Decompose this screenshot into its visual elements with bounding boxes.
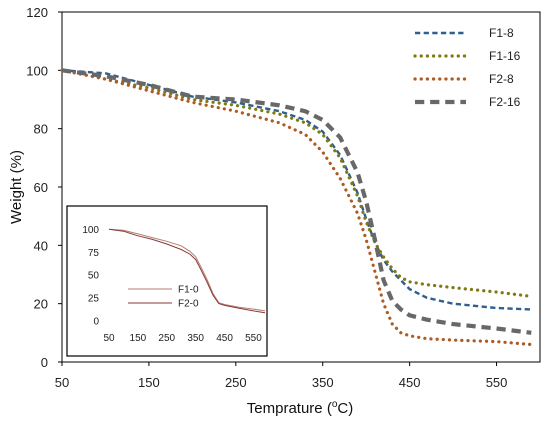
inset-legend: F1-0 F2-0 xyxy=(128,285,199,310)
x-tick-label: 350 xyxy=(312,375,334,390)
inset-y-tick-label: 25 xyxy=(88,294,100,305)
legend-label-f1-16: F1-16 xyxy=(489,49,521,63)
inset-y-axis: 0 25 50 75 100 xyxy=(82,225,99,328)
inset-legend-label-f2-0: F2-0 xyxy=(178,299,199,310)
x-tick-label: 150 xyxy=(138,375,160,390)
inset-y-tick-label: 75 xyxy=(88,248,100,259)
x-tick-label: 50 xyxy=(55,375,69,390)
inset-x-tick-label: 150 xyxy=(130,333,147,344)
y-tick-label: 20 xyxy=(34,297,48,312)
inset-x-tick-label: 550 xyxy=(245,333,262,344)
inset-x-axis: 50 150 250 350 450 550 xyxy=(103,333,262,344)
x-axis-title-text: Temprature ( xyxy=(247,400,332,417)
inset-series-line-f1-0 xyxy=(108,228,266,312)
series-line-f1-16 xyxy=(60,68,533,298)
main-x-axis: 50 150 250 350 450 550 xyxy=(55,362,508,390)
x-axis-title: Temprature (oC) xyxy=(247,399,353,417)
series-line-f2-16 xyxy=(61,68,532,335)
series-line-f2-8 xyxy=(60,68,533,347)
inset-series-group xyxy=(108,228,266,314)
y-tick-label: 40 xyxy=(34,238,48,253)
x-axis-title-sup: o xyxy=(332,399,338,410)
y-tick-label: 120 xyxy=(26,5,48,20)
y-tick-label: 60 xyxy=(34,180,48,195)
main-legend: F1-8 F1-16 F2-8 F2-16 xyxy=(413,26,521,109)
main-series-group xyxy=(60,68,533,347)
inset-y-tick-label: 0 xyxy=(93,317,99,328)
legend-label-f1-8: F1-8 xyxy=(489,26,514,40)
inset-frame xyxy=(66,205,268,357)
inset-x-tick-label: 350 xyxy=(187,333,204,344)
y-tick-label: 80 xyxy=(34,122,48,137)
x-tick-label: 250 xyxy=(225,375,247,390)
inset-x-tick-label: 250 xyxy=(158,333,175,344)
inset-y-tick-label: 100 xyxy=(82,225,99,236)
inset-legend-label-f1-0: F1-0 xyxy=(178,285,199,296)
inset-series-line-f2-0 xyxy=(108,228,266,314)
inset-x-tick-label: 50 xyxy=(103,333,115,344)
legend-label-f2-16: F2-16 xyxy=(489,95,521,109)
x-axis-title-tail: C) xyxy=(337,400,353,417)
y-tick-label: 0 xyxy=(41,355,48,370)
main-y-axis: 0 20 40 60 80 100 120 xyxy=(26,5,62,370)
x-tick-label: 450 xyxy=(399,375,421,390)
x-tick-label: 550 xyxy=(486,375,508,390)
inset-y-tick-label: 50 xyxy=(88,271,100,282)
legend-label-f2-8: F2-8 xyxy=(489,72,514,86)
y-axis-title: Weight (%) xyxy=(8,150,25,224)
inset-x-tick-label: 450 xyxy=(216,333,233,344)
y-tick-label: 100 xyxy=(26,63,48,78)
inset-chart: 0 25 50 75 100 50 150 250 350 450 550 F1-0 F2-0 xyxy=(66,205,268,357)
